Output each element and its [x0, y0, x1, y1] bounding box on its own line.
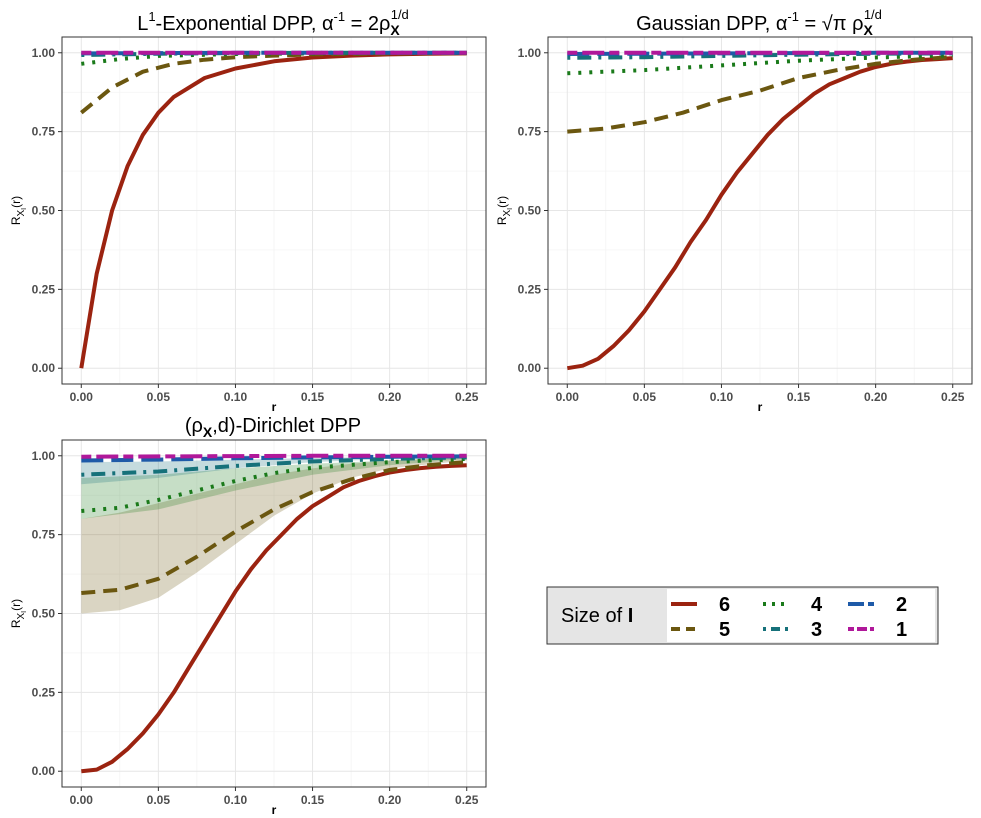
y-tick-label: 0.75 — [518, 125, 542, 139]
legend-label: 6 — [719, 594, 730, 616]
series-line-size-4 — [567, 53, 953, 76]
band-size-5 — [81, 457, 467, 614]
x-axis-title: r — [758, 400, 763, 414]
x-tick-label: 0.20 — [378, 390, 402, 404]
x-tick-label: 0.15 — [301, 793, 325, 807]
y-axis-title: RXI(r) — [9, 196, 28, 225]
y-tick-label: 0.00 — [32, 361, 56, 375]
series-line-size-5 — [80, 51, 467, 115]
x-axis-title: r — [272, 400, 277, 414]
band-size-3 — [81, 456, 467, 485]
x-tick-label: 0.00 — [70, 793, 94, 807]
y-tick-label: 0.75 — [32, 125, 56, 139]
legend-entry-1: 1 — [848, 619, 907, 641]
y-tick-label: 0.50 — [32, 607, 56, 621]
legend-entry-5: 5 — [671, 619, 730, 641]
x-axis-title: r — [272, 803, 277, 817]
x-tick-label: 0.00 — [70, 390, 94, 404]
x-tick-label: 0.05 — [147, 793, 171, 807]
legend-entries: 6 5 4 3 2 1 — [671, 594, 907, 641]
x-tick-label: 0.05 — [633, 390, 657, 404]
y-tick-label: 0.00 — [32, 764, 56, 778]
plot-dirichlet: 0.00 0.05 0.10 0.15 0.20 0.25 0.00 0.25 0.50 0.75… — [9, 439, 487, 817]
legend-entry-3: 3 — [763, 619, 822, 641]
x-tick-label: 0.25 — [455, 390, 479, 404]
plot-gaussian: 0.00 0.05 0.10 0.15 0.20 0.25 0.00 0.25 0.50 0.75… — [495, 36, 973, 414]
panel-3-title: (ρX,d)-Dirichlet DPP — [185, 415, 361, 440]
legend-keys-background — [667, 589, 935, 642]
panel-2-title: Gaussian DPP, α-1 = √π ρX1/d — [636, 7, 882, 38]
legend-label: 1 — [896, 619, 907, 641]
y-tick-label: 0.25 — [518, 282, 542, 296]
series-line-size-4 — [81, 456, 467, 513]
y-axis-title: RXI(r) — [495, 196, 514, 225]
x-tick-label: 0.25 — [455, 793, 479, 807]
legend: Size of I 6 5 4 3 2 1 — [546, 586, 939, 645]
x-tick-label: 0.10 — [224, 793, 248, 807]
x-tick-label: 0.10 — [224, 390, 248, 404]
series-line-size-6 — [566, 56, 953, 371]
x-tick-label: 0.00 — [556, 390, 580, 404]
y-tick-label: 0.75 — [32, 528, 56, 542]
y-tick-label: 0.50 — [518, 204, 542, 218]
legend-entry-4: 4 — [763, 594, 823, 616]
legend-label: 5 — [719, 619, 730, 641]
plot-exponential: 0.00 0.05 0.10 0.15 0.20 0.25 0.00 0.25 0.50 0.75… — [9, 36, 487, 414]
legend-entry-6: 6 — [671, 594, 730, 616]
legend-label: 2 — [896, 594, 907, 616]
panel-1-title: L1-Exponential DPP, α-1 = 2ρX1/d — [137, 7, 409, 38]
y-tick-label: 1.00 — [32, 46, 56, 60]
y-tick-label: 1.00 — [32, 449, 56, 463]
y-axis-title: RXI(r) — [9, 599, 28, 628]
y-tick-label: 0.25 — [32, 685, 56, 699]
x-tick-label: 0.25 — [941, 390, 965, 404]
legend-label: 4 — [811, 594, 823, 616]
y-tick-label: 0.50 — [32, 204, 56, 218]
series-line-size-1 — [81, 453, 467, 459]
x-tick-label: 0.15 — [301, 390, 325, 404]
x-tick-label: 0.10 — [710, 390, 734, 404]
x-tick-label: 0.15 — [787, 390, 811, 404]
y-tick-label: 0.00 — [518, 361, 542, 375]
y-tick-label: 1.00 — [518, 46, 542, 60]
x-tick-label: 0.20 — [864, 390, 888, 404]
legend-entry-2: 2 — [848, 594, 907, 616]
legend-label: 3 — [811, 619, 822, 641]
x-tick-label: 0.05 — [147, 390, 171, 404]
series-line-size-6 — [81, 463, 467, 774]
legend-title: Size of I — [561, 605, 633, 627]
y-tick-label: 0.25 — [32, 282, 56, 296]
x-tick-label: 0.20 — [378, 793, 402, 807]
band-size-4 — [81, 457, 467, 519]
